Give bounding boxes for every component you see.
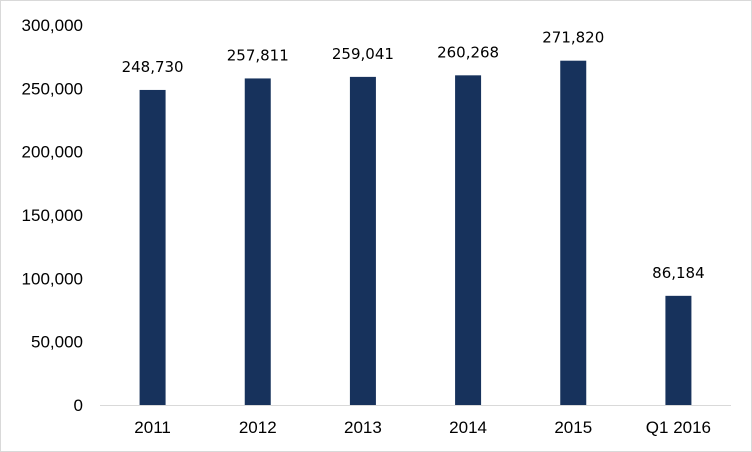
x-tick-label: 2013 [344,418,382,437]
bar-2011 [139,89,166,405]
y-tick-label: 50,000 [31,333,83,352]
data-label: 259,041 [332,45,394,63]
bar-2014 [455,75,482,405]
bar-q1-2016 [665,295,692,405]
data-label: 271,820 [542,29,604,47]
x-tick-label: 2012 [239,418,277,437]
y-tick-label: 100,000 [22,269,83,288]
data-label: 86,184 [652,264,705,282]
x-axis: 2011 2012 2013 2014 2015 Q1 2016 [134,418,711,437]
data-labels: 248,730 257,811 259,041 260,268 271,820 86,18… [122,29,705,282]
y-tick-label: 200,000 [22,143,83,162]
x-tick-label: 2014 [449,418,487,437]
y-tick-label: 300,000 [22,16,83,35]
data-label: 260,268 [437,43,499,61]
bar-2013 [349,76,376,405]
bar-2015 [560,60,587,405]
bar-2012 [244,78,271,406]
data-label: 248,730 [122,58,184,76]
x-tick-label: 2011 [134,418,171,437]
bars [139,60,692,406]
data-label: 257,811 [227,46,289,64]
y-tick-label: 150,000 [22,206,83,225]
y-tick-label: 0 [74,396,83,415]
x-tick-label: 2015 [554,418,592,437]
y-tick-label: 250,000 [22,79,83,98]
x-tick-label: Q1 2016 [646,418,711,437]
y-axis: 0 50,000 100,000 150,000 200,000 250,000 300,0… [22,16,83,415]
